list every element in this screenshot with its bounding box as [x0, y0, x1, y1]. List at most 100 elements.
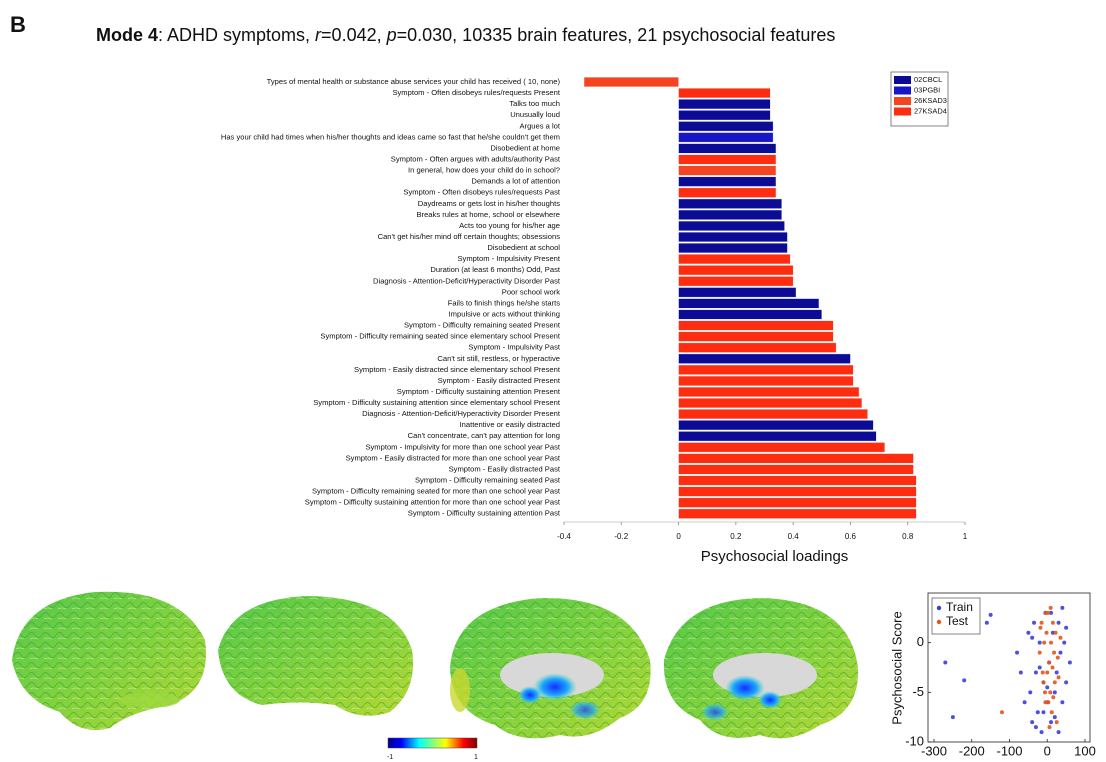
bar — [678, 364, 854, 375]
y-tick-label: 0 — [917, 634, 924, 649]
point — [1018, 670, 1023, 675]
bar — [678, 88, 771, 99]
bar — [678, 198, 782, 209]
x-tick-label: 0 — [676, 532, 681, 541]
point — [1052, 650, 1057, 655]
bar — [678, 420, 874, 431]
bar — [678, 265, 794, 276]
panel-label: B — [10, 12, 26, 37]
legend-swatch — [894, 76, 911, 84]
point — [1042, 690, 1047, 695]
legend-swatch — [894, 97, 911, 105]
bar — [678, 453, 914, 464]
point — [1051, 695, 1056, 700]
category-label: Breaks rules at home, school or elsewher… — [416, 210, 560, 219]
bar — [678, 220, 785, 231]
category-label: In general, how does your child do in sc… — [408, 166, 560, 175]
category-label: Inattentive or easily distracted — [460, 420, 560, 429]
legend-label: Train — [946, 600, 973, 614]
point — [1037, 665, 1042, 670]
point — [1067, 660, 1072, 665]
bar — [678, 409, 868, 420]
point — [1060, 700, 1065, 705]
category-label: Poor school work — [502, 287, 560, 296]
legend-swatch — [894, 86, 911, 95]
point — [1038, 625, 1043, 630]
point — [1064, 625, 1069, 630]
point — [988, 612, 993, 617]
legend-marker — [936, 619, 942, 625]
category-label: Symptom - Difficulty remaining seated si… — [320, 332, 560, 341]
title-part: =0.042, — [321, 25, 387, 45]
bar — [678, 320, 834, 331]
category-label: Diagnosis - Attention-Deficit/Hyperactiv… — [362, 409, 561, 418]
category-label: Duration (at least 6 months) Odd, Past — [430, 265, 560, 274]
category-label: Symptom - Impulsivity Past — [468, 343, 560, 352]
point — [1064, 680, 1069, 685]
point — [1055, 655, 1060, 660]
point — [1060, 605, 1065, 610]
category-label: Disobedient at home — [490, 143, 560, 152]
point — [1053, 630, 1058, 635]
point — [962, 678, 967, 683]
point — [1047, 660, 1052, 665]
point — [1049, 640, 1054, 645]
title-part: : ADHD symptoms, — [158, 25, 315, 45]
category-label: Daydreams or gets lost in his/her though… — [418, 199, 560, 208]
point — [1039, 620, 1044, 625]
point — [1032, 620, 1037, 625]
bar — [678, 276, 794, 287]
point — [1042, 640, 1047, 645]
x-tick-label: 0.4 — [788, 532, 800, 541]
category-label: Argues a lot — [519, 121, 560, 130]
bar — [678, 486, 917, 497]
point — [1037, 650, 1042, 655]
category-label: Disobedient at school — [487, 243, 560, 252]
legend-swatch — [894, 107, 911, 116]
colorbar-tick-label: -1 — [387, 754, 393, 761]
point — [1022, 700, 1027, 705]
bar — [678, 243, 788, 254]
bar — [678, 231, 788, 242]
category-label: Symptom - Easily distracted Present — [438, 376, 561, 385]
bar — [678, 110, 771, 121]
category-label: Symptom - Often disobeys rules/requests … — [403, 188, 560, 197]
category-label: Unusually loud — [510, 110, 560, 119]
category-label: Symptom - Difficulty remaining seated Pr… — [404, 321, 561, 330]
point — [1046, 700, 1051, 705]
point — [1043, 610, 1048, 615]
title-part: Mode 4 — [96, 25, 158, 45]
x-tick-label: 1 — [963, 532, 968, 541]
chart-title: Mode 4: ADHD symptoms, r=0.042, p=0.030,… — [96, 25, 835, 45]
bar — [678, 298, 820, 309]
legend-marker — [936, 605, 942, 611]
point — [1041, 680, 1046, 685]
point — [1054, 670, 1059, 675]
point — [1058, 650, 1063, 655]
point — [1030, 720, 1035, 725]
y-tick-label: -5 — [912, 684, 924, 699]
category-label: Talks too much — [509, 99, 560, 108]
x-tick-label: 0 — [1044, 743, 1051, 758]
point — [1049, 610, 1054, 615]
category-label: Symptom - Difficulty sustaining attentio… — [408, 509, 561, 518]
category-label: Symptom - Impulsivity for more than one … — [365, 442, 560, 451]
bar — [678, 398, 863, 409]
x-tick-label: -100 — [996, 743, 1022, 758]
title-part: r — [315, 25, 322, 45]
title-part: p — [386, 25, 397, 45]
point — [1015, 650, 1020, 655]
point — [1039, 730, 1044, 735]
point — [1058, 635, 1063, 640]
bar — [678, 375, 854, 386]
bar — [678, 121, 774, 132]
bar — [678, 508, 917, 519]
x-tick-label: 0.8 — [902, 532, 914, 541]
x-tick-label: -300 — [921, 743, 947, 758]
point — [1050, 665, 1055, 670]
colorbar-tick-label: 1 — [474, 754, 478, 761]
bar — [678, 254, 791, 265]
bar — [678, 342, 837, 353]
